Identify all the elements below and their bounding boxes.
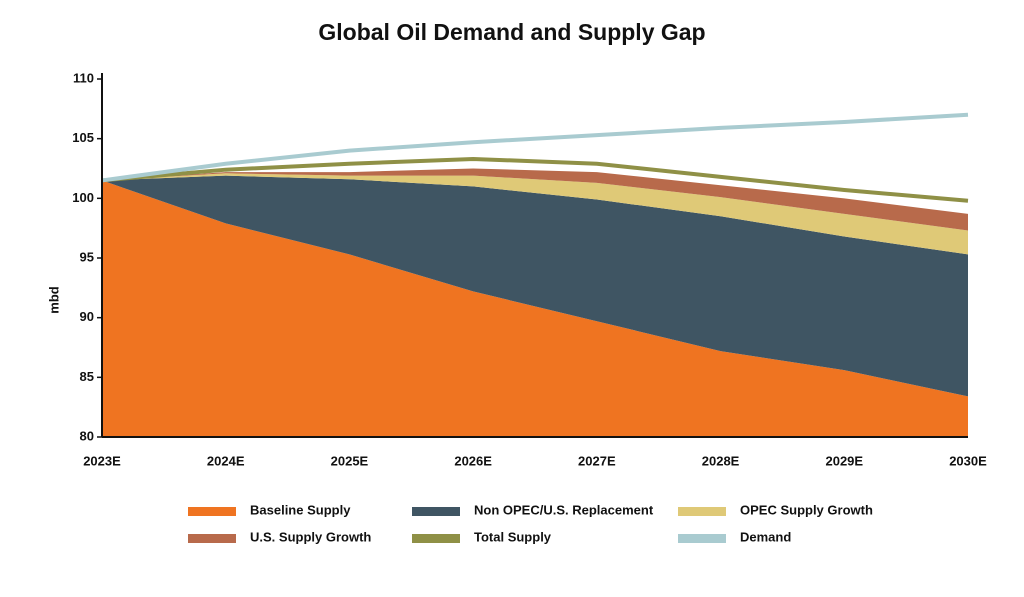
legend-label: U.S. Supply Growth (250, 529, 371, 544)
legend-swatch (188, 534, 236, 543)
y-tick-label: 105 (72, 130, 94, 145)
area (102, 175, 968, 397)
line (101, 156, 969, 203)
legend-swatch (412, 507, 460, 516)
legend-swatch (678, 534, 726, 543)
y-axis-label: mbd (46, 286, 61, 314)
chart-title: Global Oil Demand and Supply Gap (318, 19, 705, 45)
line (101, 112, 969, 183)
x-tick-label: 2023E (83, 453, 121, 468)
area (102, 180, 968, 437)
area (102, 173, 968, 255)
legend-label: OPEC Supply Growth (740, 502, 873, 517)
x-tick-label: 2025E (331, 453, 369, 468)
x-tick-label: 2029E (825, 453, 863, 468)
y-tick-label: 100 (72, 190, 94, 205)
legend-swatch (678, 507, 726, 516)
x-tick-label: 2024E (207, 453, 245, 468)
x-tick-label: 2030E (949, 453, 987, 468)
legend-label: Total Supply (474, 529, 552, 544)
legend-swatch (188, 507, 236, 516)
x-tick-label: 2028E (702, 453, 740, 468)
y-tick-label: 95 (80, 249, 94, 264)
legend-label: Non OPEC/U.S. Replacement (474, 502, 654, 517)
x-tick-label: 2026E (454, 453, 492, 468)
legend-swatch (412, 534, 460, 543)
y-tick-label: 80 (80, 428, 94, 443)
legend-label: Demand (740, 529, 791, 544)
y-tick-label: 90 (80, 309, 94, 324)
y-tick-label: 110 (73, 70, 94, 85)
x-tick-label: 2027E (578, 453, 616, 468)
y-tick-label: 85 (80, 369, 94, 384)
legend-label: Baseline Supply (250, 502, 351, 517)
